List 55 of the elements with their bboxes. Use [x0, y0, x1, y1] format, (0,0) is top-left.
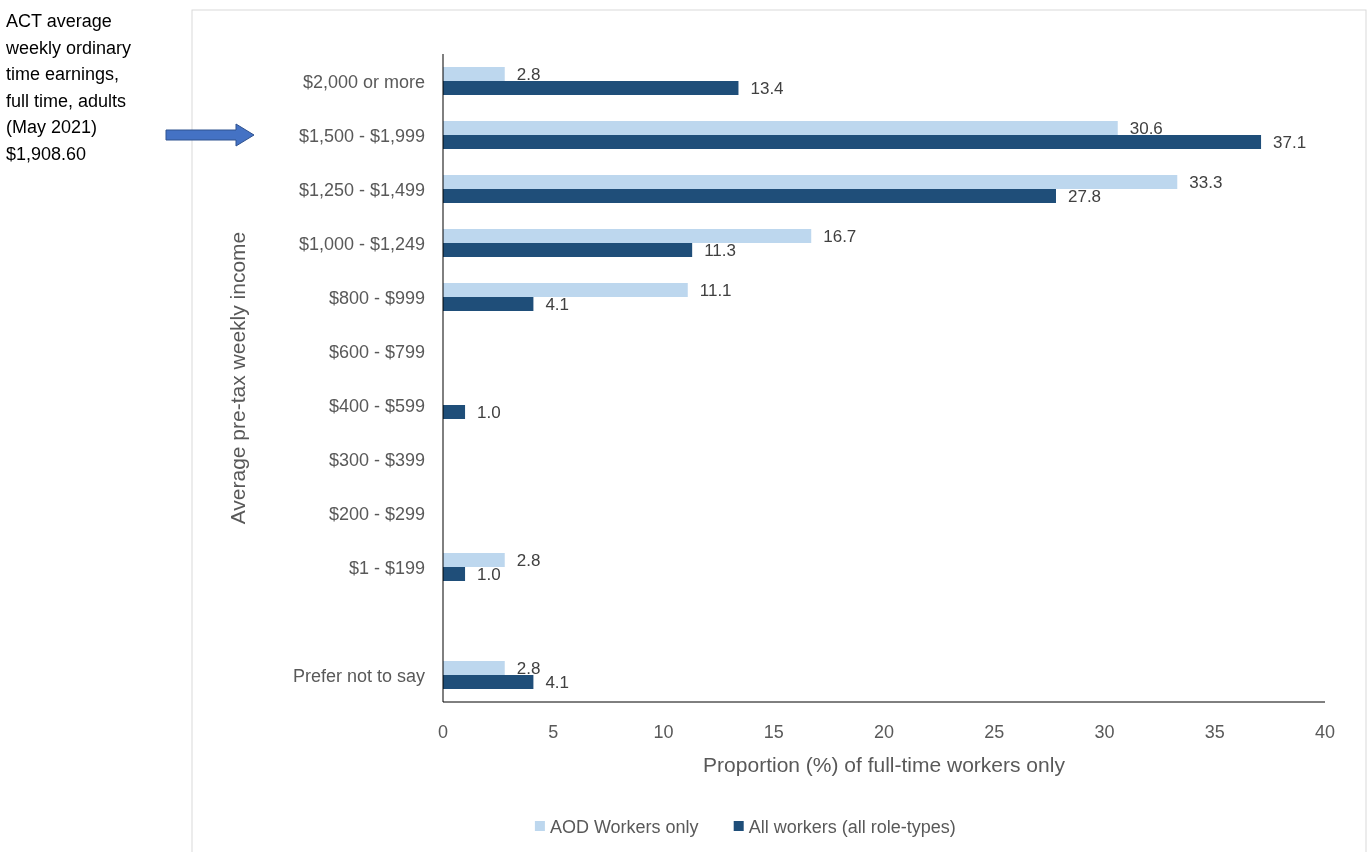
y-tick-label: $800 - $999: [328, 288, 425, 308]
y-tick-label: $1,500 - $1,999: [298, 126, 425, 146]
data-label: 33.3: [1189, 173, 1223, 192]
data-label: 1.0: [477, 403, 501, 422]
bar: [443, 297, 534, 311]
bar: [443, 121, 1118, 135]
x-tick-label: 35: [1204, 722, 1225, 742]
data-label: 27.8: [1067, 187, 1102, 206]
y-tick-label: $1 - $199: [348, 558, 425, 578]
bar: [443, 81, 739, 95]
x-axis-title: Proportion (%) of full-time workers only: [703, 753, 1066, 776]
data-label: 37.1: [1273, 133, 1307, 152]
bar: [443, 243, 693, 257]
bar: [443, 229, 812, 243]
y-tick-label: $1,000 - $1,249: [298, 234, 425, 254]
legend-label: All workers (all role-types): [748, 817, 956, 837]
bar: [443, 405, 466, 419]
bar: [443, 283, 688, 297]
data-label: 11.1: [699, 281, 732, 300]
data-label: 11.3: [704, 241, 736, 260]
data-label: 4.1: [545, 295, 570, 314]
x-tick-label: 40: [1314, 722, 1336, 742]
data-label: 2.8: [516, 659, 541, 678]
data-label: 4.1: [545, 673, 570, 692]
bar: [443, 189, 1056, 203]
x-tick-label: 20: [873, 722, 895, 742]
data-label: 30.6: [1129, 119, 1163, 138]
data-label: 2.8: [516, 551, 541, 570]
x-tick-label: 10: [653, 722, 674, 742]
x-tick-label: 0: [437, 722, 449, 742]
x-tick-label: 30: [1094, 722, 1115, 742]
bar: [443, 175, 1178, 189]
y-tick-label: $200 - $299: [328, 504, 425, 524]
data-label: 16.7: [823, 227, 857, 246]
legend-label: AOD Workers only: [549, 817, 699, 837]
data-label: 2.8: [516, 65, 541, 84]
x-tick-label: 15: [763, 722, 784, 742]
text: ACT average weekly ordinary time earnings, full time, adults (May 2021) $1,908.60: [5, 11, 132, 164]
bar: [443, 67, 505, 81]
y-tick-label: $2,000 or more: [302, 72, 425, 92]
bar: [443, 553, 505, 567]
y-tick-label: $300 - $399: [328, 450, 425, 470]
y-tick-label: $1,250 - $1,499: [298, 180, 425, 200]
bar: [443, 675, 534, 689]
bar: [443, 135, 1262, 149]
data-label: 13.4: [750, 79, 784, 98]
x-tick-label: 25: [984, 722, 1005, 742]
y-tick-label: Prefer not to say: [292, 666, 425, 686]
x-tick-label: 5: [548, 722, 559, 742]
y-tick-label: $600 - $799: [328, 342, 425, 362]
bar: [443, 661, 505, 675]
y-tick-label: $400 - $599: [328, 396, 425, 416]
data-label: 1.0: [477, 565, 501, 584]
bar: [443, 567, 466, 581]
y-axis-title: Average pre-tax weekly income: [226, 231, 249, 525]
